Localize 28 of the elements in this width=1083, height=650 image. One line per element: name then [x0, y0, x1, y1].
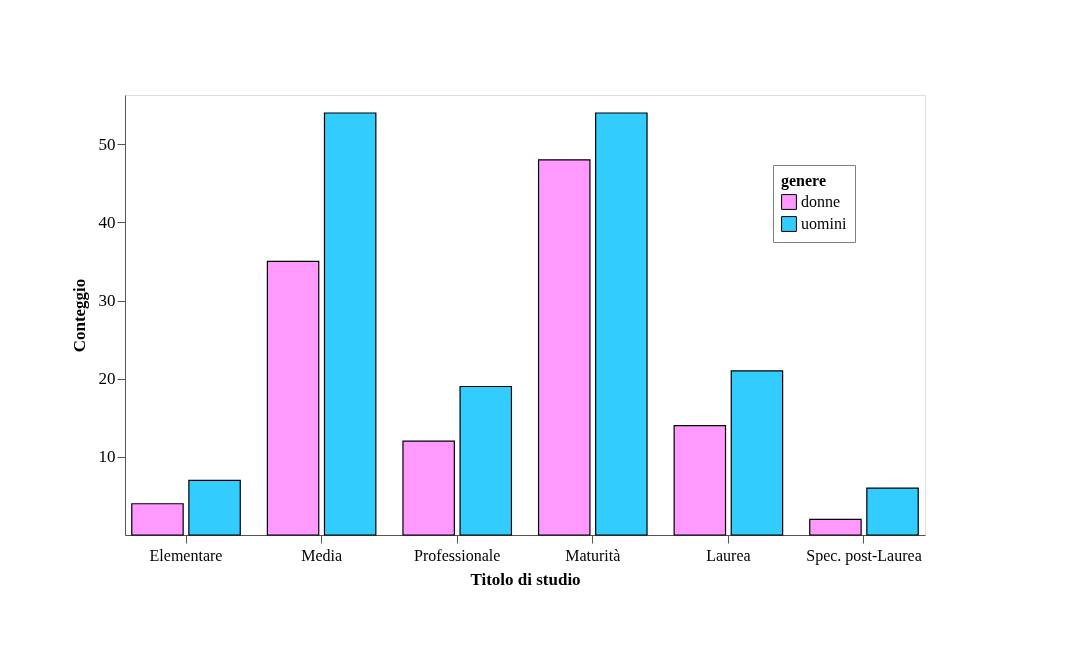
bar [131, 503, 184, 536]
bar [402, 440, 455, 536]
y-axis-title: Conteggio [69, 278, 89, 353]
x-tick-label: Spec. post-Laurea [806, 546, 922, 565]
x-tick-label: Elementare [149, 546, 223, 564]
y-tick-label: 30 [98, 291, 116, 311]
x-tick-label: Maturità [565, 546, 621, 564]
legend-title: genere [781, 172, 827, 190]
legend-label: uomini [801, 215, 847, 232]
legend-label: donne [801, 193, 841, 210]
y-tick-label: 50 [98, 134, 116, 154]
bar [459, 385, 513, 536]
bar [188, 479, 241, 536]
bar [866, 487, 919, 536]
bar [673, 424, 727, 536]
x-tick-label: Media [301, 546, 343, 564]
bar [323, 112, 377, 536]
x-tick-label: Professionale [414, 546, 501, 564]
bar [730, 370, 784, 536]
bar [595, 112, 648, 536]
y-tick-label: 10 [98, 447, 116, 467]
y-tick-label: 20 [98, 369, 116, 389]
bar [266, 260, 320, 536]
x-axis-title: Titolo di studio [470, 569, 581, 589]
x-tick-label: Laurea [706, 546, 751, 564]
bar [809, 518, 862, 536]
bar [537, 159, 591, 536]
y-tick-label: 40 [98, 212, 116, 232]
